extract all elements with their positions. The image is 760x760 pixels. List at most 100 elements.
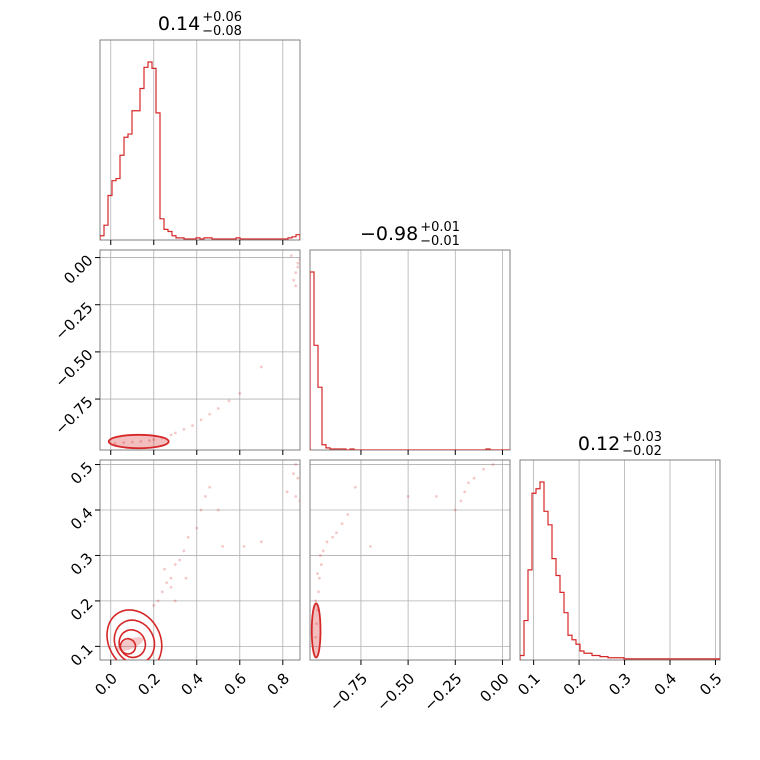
scatter-point — [463, 490, 467, 494]
scatter-point — [184, 576, 188, 580]
scatter-point — [368, 544, 372, 548]
scatter-point — [163, 567, 166, 571]
panel-hist-param3 — [519, 459, 721, 665]
scatter-point — [216, 508, 220, 512]
density-contour — [107, 433, 170, 450]
scatter-point — [216, 407, 220, 410]
scatter-point — [482, 467, 485, 471]
scatter-point — [199, 508, 203, 512]
scatter-point — [259, 540, 263, 544]
scatter-point — [199, 418, 203, 422]
scatter-point — [165, 581, 169, 585]
x-tick-label: 0.0 — [91, 670, 121, 700]
scatter-point — [169, 585, 173, 589]
density-contour — [106, 609, 163, 660]
scatter-point — [259, 365, 263, 369]
scatter-point — [203, 494, 207, 498]
scatter-point — [459, 499, 463, 503]
scatter-point — [317, 590, 320, 594]
panel-frame — [99, 39, 301, 241]
scatter-area — [107, 254, 300, 450]
scatter-point — [467, 481, 470, 485]
scatter-point — [406, 494, 410, 498]
scatter-point — [285, 490, 289, 494]
scatter-point — [331, 535, 335, 539]
scatter-point — [191, 424, 194, 427]
scatter-point — [296, 476, 300, 480]
x-tick-label: 0.4 — [177, 670, 207, 700]
density-contour — [113, 619, 156, 660]
scatter-point — [152, 438, 156, 442]
density-contour — [310, 602, 322, 659]
scatter-point — [346, 513, 350, 516]
title-param3: 0.12 +0.03 −0.02 — [578, 430, 662, 459]
scatter-point — [122, 441, 126, 444]
scatter-point — [182, 549, 186, 553]
scatter-point — [319, 563, 323, 566]
scatter-point — [182, 427, 186, 431]
y-tick-label: −0.75 — [51, 393, 96, 438]
scatter-point — [321, 549, 325, 553]
scatter-point — [472, 476, 476, 480]
scatter-point — [242, 544, 246, 548]
scatter-point — [148, 439, 151, 442]
scatter-point — [238, 391, 242, 395]
scatter-point — [195, 526, 199, 530]
histogram-step-line — [310, 271, 510, 450]
panel-frame — [99, 459, 301, 661]
y-tick-label: 0.3 — [67, 549, 97, 579]
scatter-point — [353, 485, 357, 489]
scatter-area — [106, 463, 300, 660]
scatter-point — [435, 494, 438, 498]
panel-hist-param1 — [99, 39, 301, 245]
scatter-point — [296, 261, 300, 265]
x-tick-label: 0.3 — [605, 670, 635, 700]
y-tick-label: 0.4 — [67, 504, 97, 534]
x-tick-label: 0.8 — [263, 670, 293, 700]
scatter-point — [453, 508, 457, 512]
scatter-point — [292, 472, 295, 476]
x-tick-label: 0.1 — [514, 670, 544, 700]
scatter-point — [169, 576, 173, 580]
x-tick-label: 0.6 — [220, 670, 250, 700]
scatter-point — [335, 531, 338, 535]
x-tick-label: −0.25 — [420, 670, 465, 715]
y-tick-label: −0.50 — [51, 346, 96, 391]
scatter-point — [173, 563, 177, 566]
x-tick-label: −0.75 — [326, 670, 371, 715]
scatter-point — [315, 622, 319, 626]
scatter-point — [173, 431, 177, 435]
scatter-point — [294, 494, 298, 498]
scatter-point — [340, 522, 344, 526]
scatter-point — [139, 440, 143, 443]
scatter-point — [289, 254, 293, 258]
x-tick-label: −0.50 — [373, 670, 418, 715]
scatter-point — [130, 440, 134, 444]
scatter-point — [221, 544, 224, 548]
scatter-point — [294, 271, 298, 275]
scatter-point — [314, 635, 318, 639]
scatter-point — [178, 558, 181, 562]
panel-scatter-p1-p3 — [95, 459, 301, 665]
scatter-point — [208, 485, 212, 489]
panel-frame — [99, 249, 301, 451]
scatter-area — [310, 463, 495, 659]
title-param2: −0.98 +0.01 −0.01 — [360, 220, 460, 249]
y-tick-label: −0.25 — [51, 299, 96, 344]
y-tick-label: 0.1 — [67, 640, 97, 670]
scatter-point — [186, 535, 190, 539]
x-tick-label: 0.00 — [476, 670, 512, 706]
scatter-point — [156, 599, 160, 603]
density-contour — [119, 637, 137, 655]
x-tick-label: 0.2 — [134, 670, 164, 700]
scatter-point — [227, 399, 231, 403]
scatter-point — [296, 265, 300, 269]
panel-frame — [309, 459, 511, 661]
scatter-point — [152, 604, 156, 607]
x-tick-label: 0.5 — [696, 670, 726, 700]
panel-frame — [519, 459, 721, 661]
title-param1: 0.14 +0.06 −0.08 — [158, 10, 242, 39]
scatter-point — [294, 463, 298, 466]
histogram-step-line — [100, 61, 300, 240]
